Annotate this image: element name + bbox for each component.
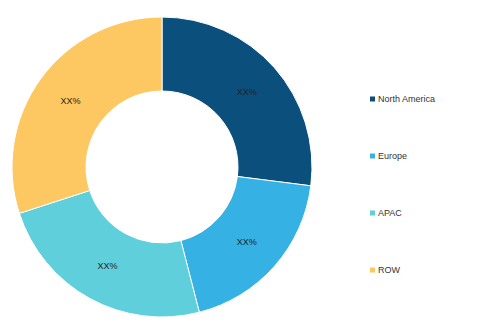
slice bbox=[181, 177, 311, 313]
data-label: XX% bbox=[61, 96, 81, 106]
slice bbox=[162, 17, 312, 186]
data-labels: XX% XX% XX% XX% bbox=[61, 87, 257, 271]
legend-swatch bbox=[370, 211, 375, 216]
chart: XX% XX% XX% XX% North America Europe APAC ROW bbox=[0, 0, 500, 334]
legend-label: North America bbox=[378, 94, 435, 104]
slice bbox=[12, 17, 162, 213]
slices bbox=[12, 17, 312, 317]
legend-swatch bbox=[370, 268, 375, 273]
slice bbox=[19, 190, 199, 317]
legend: North America Europe APAC ROW bbox=[370, 94, 435, 275]
legend-swatch bbox=[370, 97, 375, 102]
legend-label: APAC bbox=[378, 208, 402, 218]
legend-label: ROW bbox=[378, 265, 401, 275]
data-label: XX% bbox=[237, 237, 257, 247]
legend-swatch bbox=[370, 154, 375, 159]
legend-label: Europe bbox=[378, 151, 407, 161]
data-label: XX% bbox=[98, 261, 118, 271]
data-label: XX% bbox=[237, 87, 257, 97]
